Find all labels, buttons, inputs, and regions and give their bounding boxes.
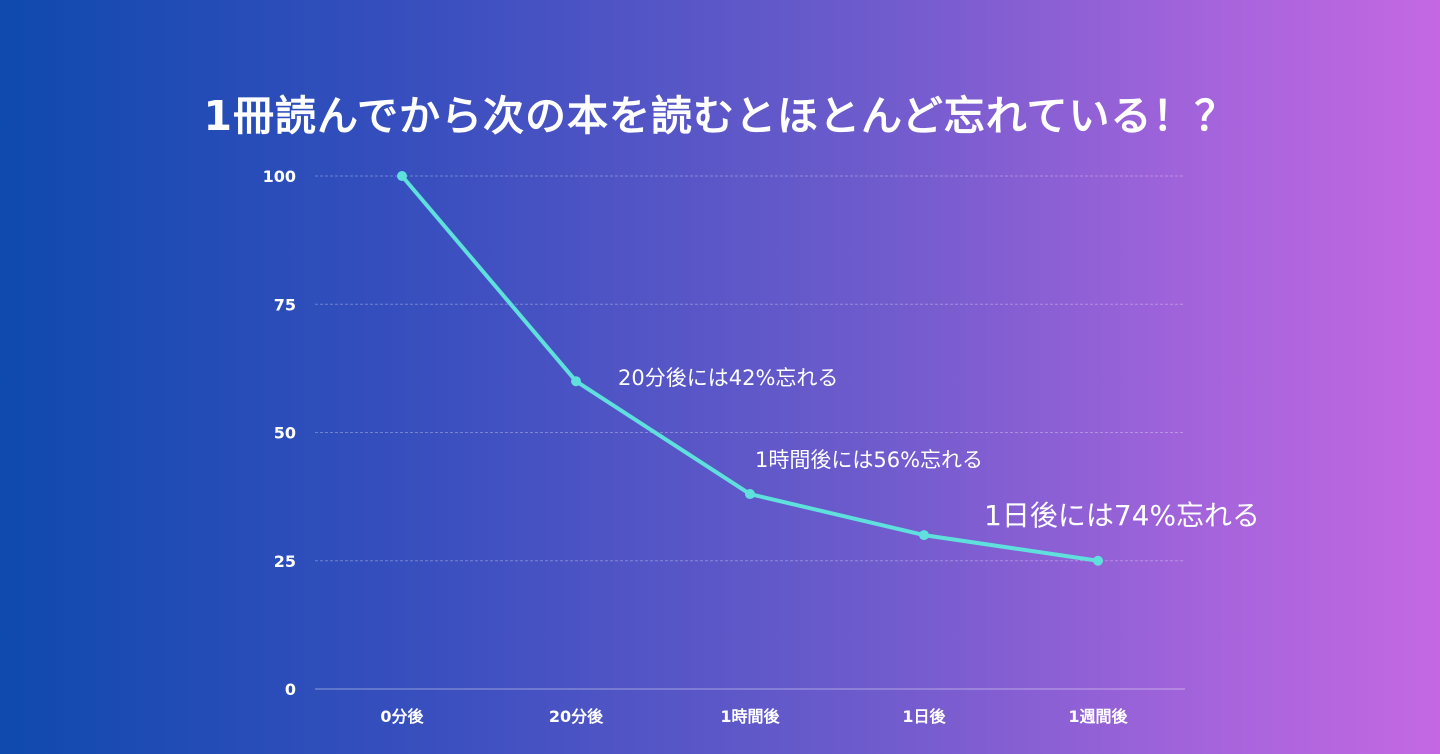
y-tick-label: 75 <box>274 295 296 314</box>
data-point <box>919 530 929 541</box>
data-point <box>571 376 581 387</box>
x-tick-label: 1日後 <box>902 707 946 726</box>
x-tick-label: 20分後 <box>549 707 604 726</box>
x-tick-label: 1時間後 <box>720 707 780 726</box>
annotation-label: 1日後には74%忘れる <box>984 499 1260 532</box>
y-tick-label: 25 <box>274 552 296 571</box>
annotation-label: 20分後には42%忘れる <box>618 366 838 390</box>
data-point <box>397 171 407 181</box>
x-tick-label: 0分後 <box>380 707 424 726</box>
x-tick-label: 1週間後 <box>1068 707 1128 726</box>
y-tick-label: 100 <box>263 167 296 186</box>
data-point <box>1093 555 1103 566</box>
data-point <box>745 489 755 500</box>
y-tick-label: 0 <box>285 680 296 699</box>
y-tick-label: 50 <box>274 424 296 443</box>
chart-title: 1冊読んでから次の本を読むとほとんど忘れている！？ <box>203 92 1237 140</box>
annotation-label: 1時間後には56%忘れる <box>755 448 983 472</box>
